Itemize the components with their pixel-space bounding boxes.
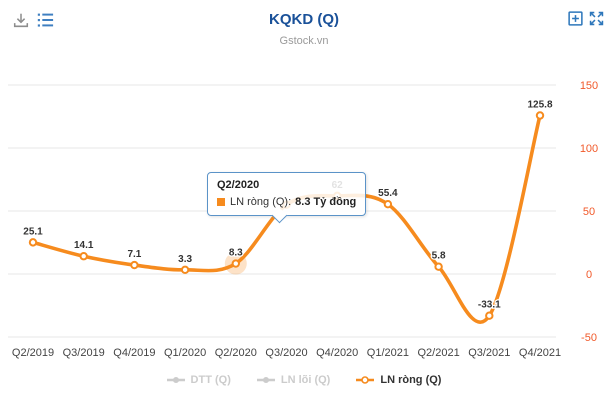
x-axis-label: Q1/2020: [164, 347, 206, 359]
chart-legend: DTT (Q) LN lõi (Q) LN ròng (Q): [0, 374, 608, 386]
data-label: 55.4: [378, 188, 398, 199]
tooltip-series-row: LN ròng (Q): 8.3 Tỷ đồng: [217, 196, 356, 208]
y-axis-label: 100: [580, 143, 598, 155]
data-label: 5.8: [432, 251, 446, 262]
data-label: 25.1: [23, 226, 43, 237]
legend-marker-icon: [166, 377, 185, 383]
chart-tooltip: Q2/2020 LN ròng (Q): 8.3 Tỷ đồng: [207, 172, 367, 224]
y-axis-label: 150: [580, 80, 598, 92]
data-label: 8.3: [229, 248, 243, 259]
x-axis-label: Q4/2019: [113, 347, 155, 359]
x-axis-label: Q4/2020: [316, 347, 358, 359]
x-axis-label: Q2/2019: [12, 347, 54, 359]
series-line[interactable]: [31, 113, 542, 324]
legend-marker-icon: [356, 376, 375, 384]
data-point-marker[interactable]: [28, 238, 38, 247]
x-axis-label: Q4/2021: [519, 347, 561, 359]
tooltip-value: 8.3 Tỷ đồng: [295, 196, 357, 208]
legend-item-ln-rong[interactable]: LN ròng (Q): [356, 374, 441, 386]
data-label: 3.3: [178, 254, 192, 265]
data-label: 125.8: [527, 99, 552, 110]
data-point-marker[interactable]: [79, 252, 88, 261]
legend-item-label: DTT (Q): [190, 374, 231, 386]
tooltip-category: Q2/2020: [217, 179, 260, 191]
data-point-marker[interactable]: [535, 111, 545, 120]
x-axis-label: Q1/2021: [367, 347, 409, 359]
chart-context-menu-icon[interactable]: [36, 11, 54, 29]
x-axis-label: Q2/2021: [417, 347, 459, 359]
tooltip-series-name: LN ròng (Q):: [230, 196, 292, 208]
legend-item-label: LN ròng (Q): [380, 374, 442, 386]
data-label: 14.1: [74, 240, 94, 251]
legend-marker-icon: [256, 377, 275, 383]
y-axis-label: 0: [586, 269, 592, 281]
legend-item-label: LN lõi (Q): [280, 374, 331, 386]
x-axis-label: Q3/2021: [468, 347, 510, 359]
download-icon[interactable]: [12, 11, 30, 29]
data-point-marker[interactable]: [383, 199, 393, 209]
data-point-marker[interactable]: [180, 265, 190, 275]
x-axis-label: Q3/2020: [265, 347, 307, 359]
series-swatch-icon: [217, 198, 225, 206]
data-label: 7.1: [127, 249, 141, 260]
data-point-marker[interactable]: [130, 260, 139, 270]
fullscreen-icon[interactable]: [588, 10, 605, 27]
legend-item-dtt[interactable]: DTT (Q): [166, 374, 231, 386]
y-axis-label: 50: [583, 206, 595, 218]
plus-square-icon[interactable]: [567, 10, 584, 27]
data-point-marker[interactable]: [434, 262, 443, 271]
x-axis-label: Q2/2020: [215, 347, 257, 359]
data-label: -33.1: [478, 300, 501, 311]
data-point-marker[interactable]: [485, 311, 494, 320]
legend-item-ln-loi[interactable]: LN lõi (Q): [256, 374, 331, 386]
data-point-marker[interactable]: [231, 259, 241, 268]
chart-subtitle: Gstock.vn: [279, 35, 329, 47]
y-axis-label: -50: [581, 332, 597, 344]
x-axis-label: Q3/2019: [63, 347, 105, 359]
chart-title: KQKD (Q): [269, 11, 339, 28]
